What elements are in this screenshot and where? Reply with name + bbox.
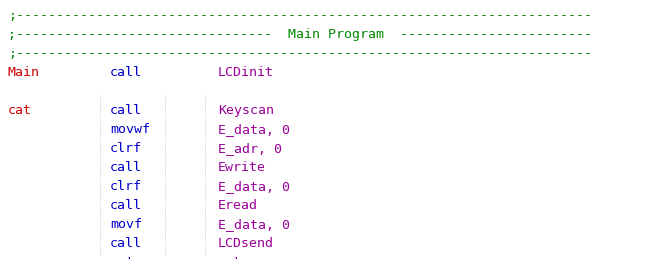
Text: movf: movf (110, 218, 142, 231)
Text: movwf: movwf (110, 123, 150, 136)
Text: Main: Main (8, 66, 40, 79)
Text: call: call (110, 104, 142, 117)
Text: clrf: clrf (110, 180, 142, 193)
Text: E_data, 0: E_data, 0 (218, 218, 290, 231)
Text: ;------------------------------------------------------------------------: ;---------------------------------------… (8, 47, 592, 60)
Text: call: call (110, 237, 142, 250)
Text: Eread: Eread (218, 199, 258, 212)
Text: LCDinit: LCDinit (218, 66, 274, 79)
Text: call: call (110, 66, 142, 79)
Text: goto: goto (110, 256, 142, 259)
Text: LCDsend: LCDsend (218, 237, 274, 250)
Text: E_data, 0: E_data, 0 (218, 180, 290, 193)
Text: call: call (110, 161, 142, 174)
Text: ;------------------------------------------------------------------------: ;---------------------------------------… (8, 9, 592, 22)
Text: E_data, 0: E_data, 0 (218, 123, 290, 136)
Text: clrf: clrf (110, 142, 142, 155)
Text: Keyscan: Keyscan (218, 104, 274, 117)
Text: cat: cat (218, 256, 242, 259)
Text: Ewrite: Ewrite (218, 161, 266, 174)
Text: cat: cat (8, 104, 32, 117)
Text: call: call (110, 199, 142, 212)
Text: E_adr, 0: E_adr, 0 (218, 142, 282, 155)
Text: ;--------------------------------  Main Program  ------------------------: ;-------------------------------- Main P… (8, 28, 592, 41)
